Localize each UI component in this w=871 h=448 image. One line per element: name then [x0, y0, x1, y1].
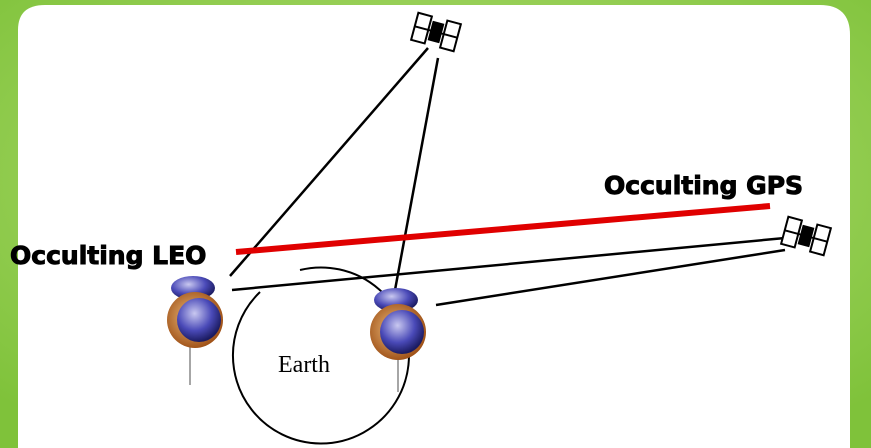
- leo-satellite: [370, 288, 426, 392]
- panel: [18, 5, 850, 448]
- gps-satellite-right: [779, 215, 833, 257]
- leo-label: Occulting LEO: [10, 241, 206, 270]
- gps-satellite-top: [409, 11, 463, 53]
- occultation-ray: [235, 203, 771, 255]
- earth-outline: [231, 266, 410, 445]
- earth-label: Earth: [278, 352, 330, 378]
- signal-paths: [229, 47, 786, 307]
- gps-label: Occulting GPS: [604, 171, 803, 200]
- leo-satellite-occulting: [167, 276, 223, 385]
